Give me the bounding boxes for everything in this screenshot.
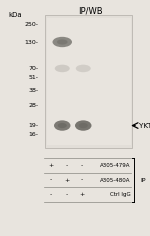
Text: kDa: kDa [8, 12, 22, 18]
Text: +: + [80, 192, 85, 197]
Text: 250-: 250- [24, 22, 38, 27]
Text: A305-479A: A305-479A [100, 163, 130, 168]
Text: 28-: 28- [28, 102, 38, 108]
Text: 51-: 51- [28, 75, 38, 80]
Text: IP: IP [140, 177, 146, 183]
Ellipse shape [52, 37, 72, 47]
Text: A305-480A: A305-480A [100, 177, 130, 183]
Ellipse shape [54, 120, 70, 131]
Text: -: - [81, 163, 83, 168]
Text: -: - [66, 163, 68, 168]
Ellipse shape [75, 120, 92, 131]
Text: 19-: 19- [28, 123, 38, 128]
Text: +: + [64, 177, 69, 183]
Text: Ctrl IgG: Ctrl IgG [110, 192, 130, 197]
Text: -: - [66, 192, 68, 197]
Bar [46, 18, 130, 145]
Text: 16-: 16- [28, 132, 38, 138]
Ellipse shape [55, 65, 70, 72]
Ellipse shape [76, 65, 91, 72]
Text: YKT6: YKT6 [139, 122, 150, 129]
Text: -: - [50, 177, 52, 183]
Text: 38-: 38- [28, 88, 38, 93]
Text: -: - [81, 177, 83, 183]
Ellipse shape [79, 123, 88, 128]
Text: +: + [49, 163, 54, 168]
Ellipse shape [58, 123, 67, 128]
Text: -: - [50, 192, 52, 197]
Text: IP/WB: IP/WB [78, 6, 102, 15]
Text: 130-: 130- [24, 40, 38, 45]
Ellipse shape [57, 39, 68, 45]
Text: 70-: 70- [28, 66, 38, 71]
Bar [45, 15, 132, 148]
